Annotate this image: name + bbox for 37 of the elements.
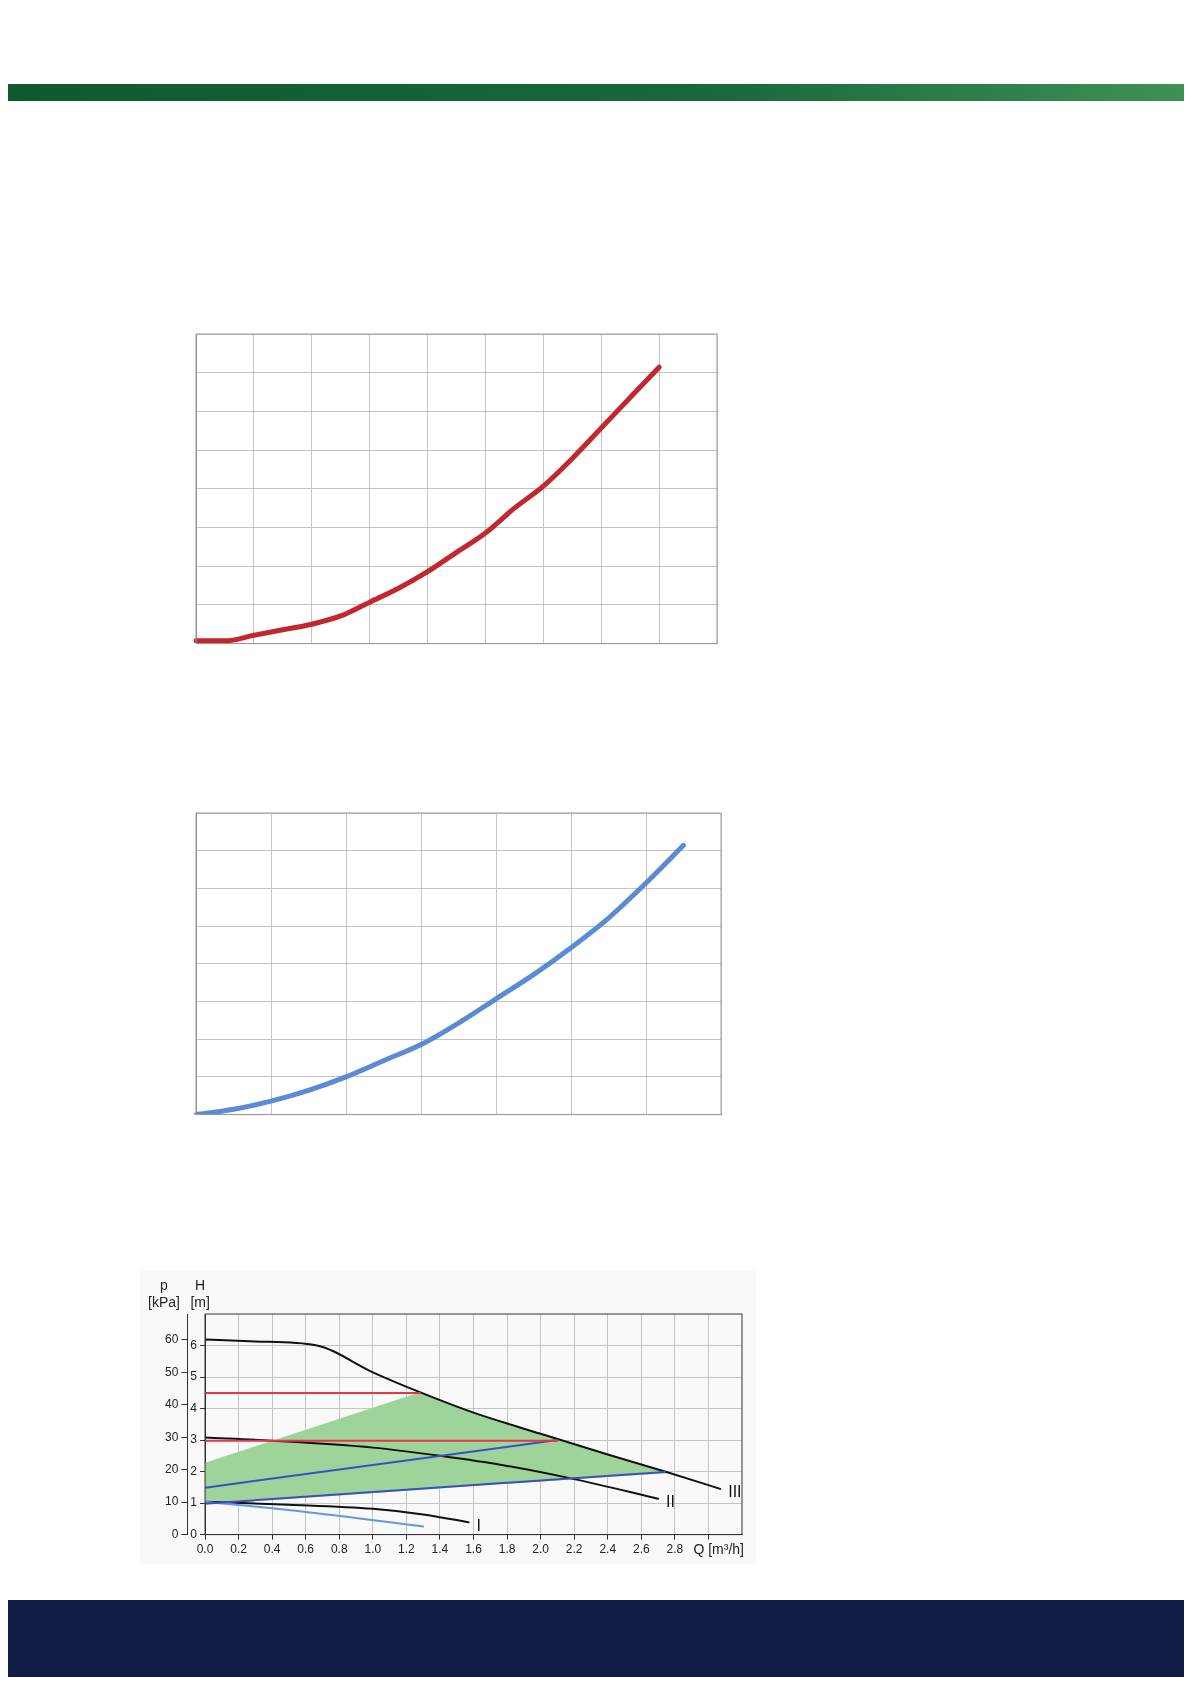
x-tick-label: 0.8	[330, 1542, 348, 1557]
x-tick-label: 2.4	[599, 1542, 617, 1557]
y2-tick-label: 50	[164, 1364, 179, 1379]
y-tick-label: 6	[190, 1337, 198, 1352]
x-tick-label: 2.8	[666, 1542, 684, 1557]
x-tick-label: 1.6	[465, 1542, 483, 1557]
y-tick-label: 5	[190, 1369, 198, 1384]
y-tick-label: 1	[190, 1495, 198, 1510]
x-tick-label: 0.0	[196, 1542, 214, 1557]
x-tick-label: 1.2	[398, 1542, 416, 1557]
x-tick-label: 1.4	[431, 1542, 449, 1557]
series-label: III	[728, 1483, 742, 1501]
y-tick-label: 3	[190, 1432, 198, 1447]
line-series	[205, 1436, 660, 1500]
y2-tick-label: 10	[164, 1494, 179, 1509]
x-tick-label: 0.4	[263, 1542, 281, 1557]
line-series	[205, 1338, 722, 1490]
series-label: II	[666, 1493, 675, 1511]
y2-tick-label: 0	[171, 1526, 179, 1541]
y2-axis-title: p [kPa]	[148, 1276, 180, 1310]
x-tick-label: 1.8	[498, 1542, 516, 1557]
y-tick-label: 4	[190, 1400, 198, 1415]
x-tick-label: 0.2	[230, 1542, 248, 1557]
y2-tick-label: 60	[164, 1332, 179, 1347]
x-tick-label: 2.6	[632, 1542, 650, 1557]
x-axis-title: Q [m³/h]	[693, 1541, 744, 1558]
x-tick-label: 2.0	[532, 1542, 550, 1557]
x-tick-label: 2.2	[565, 1542, 583, 1557]
y-tick-label: 0	[190, 1526, 198, 1541]
x-tick-label: 0.6	[297, 1542, 315, 1557]
y2-tick-label: 30	[164, 1429, 179, 1444]
x-tick-label: 1.0	[364, 1542, 382, 1557]
y2-tick-label: 20	[164, 1462, 179, 1477]
y-tick-label: 2	[190, 1463, 198, 1478]
y2-tick-label: 40	[164, 1397, 179, 1412]
series-label: I	[476, 1516, 481, 1534]
y-axis-title: H [m]	[190, 1276, 210, 1310]
